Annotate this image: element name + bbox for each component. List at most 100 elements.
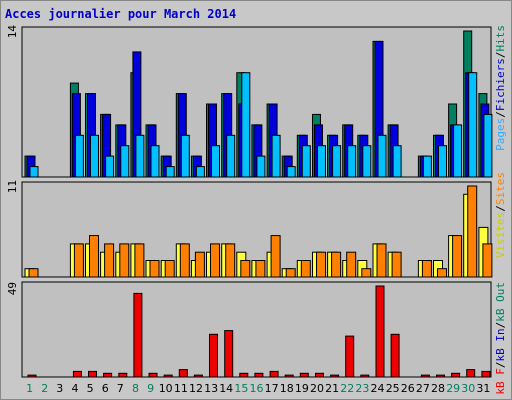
bar-pages-day-23 — [362, 145, 372, 178]
x-tick-label-18: 18 — [280, 382, 294, 395]
bar-sites-day-9 — [149, 260, 160, 278]
bar-kb-f-day-6 — [103, 372, 113, 378]
x-tick-label-11: 11 — [174, 382, 188, 395]
legend-hits: Hits — [494, 25, 507, 52]
bar-pages-day-31 — [483, 113, 493, 178]
legend-sep: / — [494, 361, 507, 369]
bar-sites-day-24 — [376, 243, 387, 278]
bar-sites-day-15 — [240, 260, 251, 278]
bar-kb-f-day-19 — [299, 372, 309, 378]
x-tick-label-15: 15 — [234, 382, 248, 395]
x-tick-label-29: 29 — [446, 382, 460, 395]
bar-kb-f-day-23 — [360, 374, 370, 378]
bar-kb-f-day-8 — [133, 292, 143, 378]
bar-kb-f-day-28 — [436, 374, 445, 378]
bar-kb-f-day-21 — [330, 374, 340, 378]
bar-pages-day-18 — [286, 166, 296, 178]
legend-sites: Sites — [494, 172, 507, 206]
bar-sites-day-4 — [73, 243, 84, 278]
x-tick-label-4: 4 — [72, 382, 79, 395]
bar-kb-f-day-30 — [466, 369, 476, 378]
x-tick-label-30: 30 — [461, 382, 475, 395]
bar-kb-f-day-25 — [390, 333, 400, 378]
x-tick-label-3: 3 — [56, 382, 63, 395]
x-tick-label-16: 16 — [250, 382, 264, 395]
x-tick-label-7: 7 — [117, 382, 124, 395]
bar-pages-day-28 — [438, 145, 447, 178]
legend-sep: / — [494, 111, 507, 118]
x-tick-label-9: 9 — [147, 382, 154, 395]
x-tick-label-17: 17 — [265, 382, 279, 395]
x-tick-label-26: 26 — [401, 382, 415, 395]
bar-pages-day-22 — [347, 145, 357, 178]
bar-kb-f-day-27 — [420, 374, 430, 378]
bar-sites-day-11 — [179, 243, 190, 278]
x-tick-label-20: 20 — [310, 382, 324, 395]
panel2-legend: Visites/Sites — [494, 172, 507, 258]
bar-kb-f-day-11 — [178, 369, 188, 378]
bar-pages-day-8 — [135, 134, 145, 178]
bar-kb-f-day-15 — [239, 372, 249, 378]
panel3-max-label: 49 — [6, 282, 19, 296]
x-tick-label-21: 21 — [325, 382, 339, 395]
legend-sep: / — [494, 321, 507, 329]
bar-sites-day-8 — [134, 243, 145, 278]
x-tick-label-19: 19 — [295, 382, 309, 395]
bar-sites-day-5 — [89, 235, 99, 278]
bar-pages-day-14 — [226, 134, 236, 178]
panel3-legend: kB F/kB In/kB Out — [494, 282, 507, 395]
bar-kb-f-day-14 — [224, 330, 234, 378]
x-tick-label-31: 31 — [476, 382, 490, 395]
bar-pages-day-9 — [150, 145, 160, 178]
bar-kb-f-day-10 — [163, 374, 173, 378]
bar-sites-day-7 — [119, 243, 130, 278]
bar-pages-day-27 — [422, 155, 432, 178]
bar-pages-day-10 — [165, 166, 175, 178]
bar-sites-day-31 — [482, 243, 493, 278]
bar-sites-day-18 — [285, 268, 296, 278]
bar-sites-day-23 — [361, 268, 372, 278]
legend-sep: / — [494, 51, 507, 59]
bar-pages-day-17 — [271, 134, 281, 178]
bar-pages-day-20 — [317, 145, 326, 178]
bar-kb-f-day-17 — [269, 370, 279, 378]
bar-kb-f-day-13 — [209, 333, 218, 378]
bar-pages-day-12 — [195, 166, 205, 178]
bar-kb-f-day-31 — [481, 370, 491, 378]
bar-sites-day-13 — [210, 243, 220, 278]
legend-kbout: kB Out — [494, 282, 507, 322]
bar-sites-day-21 — [331, 251, 342, 278]
panel1-legend: Pages/Fichiers/Hits — [494, 25, 507, 151]
bar-kb-f-day-7 — [118, 372, 128, 378]
bar-pages-day-21 — [332, 145, 342, 178]
bar-sites-day-22 — [346, 251, 357, 278]
bar-pages-day-13 — [211, 145, 220, 178]
x-tick-label-5: 5 — [87, 382, 94, 395]
x-tick-label-8: 8 — [132, 382, 139, 395]
bar-sites-day-25 — [391, 251, 402, 278]
bar-kb-f-day-20 — [315, 372, 324, 378]
bar-sites-day-10 — [164, 260, 175, 278]
bar-sites-day-20 — [316, 251, 326, 278]
bar-kb-f-day-9 — [148, 372, 158, 378]
bar-kb-f-day-22 — [345, 335, 355, 378]
x-tick-label-27: 27 — [416, 382, 430, 395]
bar-pages-day-30 — [468, 72, 478, 178]
bar-sites-day-1 — [28, 268, 39, 278]
bar-kb-f-day-16 — [254, 372, 264, 378]
bar-pages-day-5 — [90, 134, 99, 178]
bar-kb-f-day-29 — [451, 372, 461, 378]
bar-pages-day-4 — [74, 134, 84, 178]
bar-kb-f-day-4 — [72, 370, 82, 378]
bar-sites-day-16 — [255, 260, 266, 278]
bar-kb-f-day-1 — [27, 374, 37, 378]
bar-kb-f-day-12 — [193, 374, 203, 378]
x-tick-label-14: 14 — [219, 382, 233, 395]
legend-visits: Visites — [494, 211, 507, 259]
x-tick-label-24: 24 — [371, 382, 385, 395]
bar-pages-day-19 — [301, 145, 311, 178]
x-tick-label-13: 13 — [204, 382, 218, 395]
x-tick-label-12: 12 — [189, 382, 203, 395]
panel-3-plot-area — [21, 281, 492, 378]
